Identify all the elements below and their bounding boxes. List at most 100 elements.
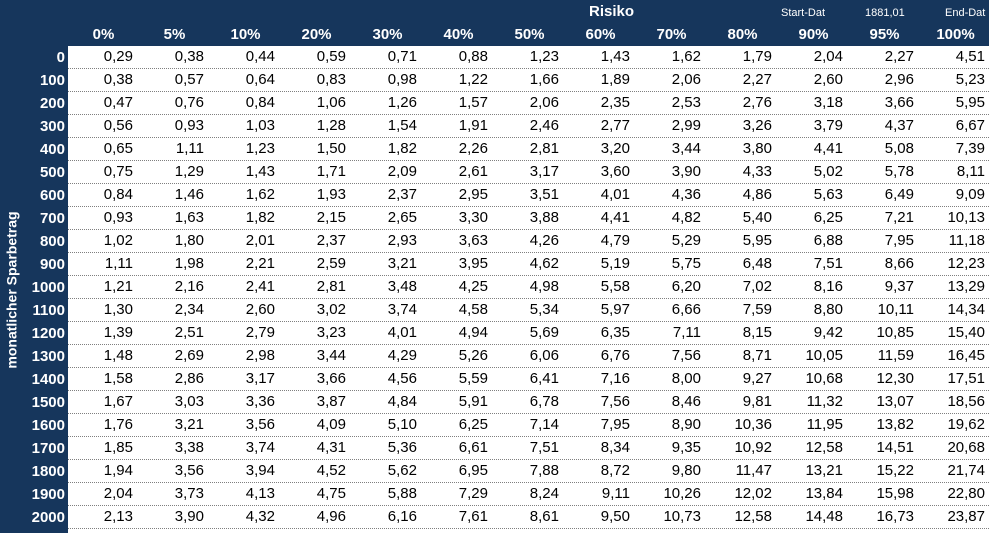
- table-cell[interactable]: 4,79: [600, 232, 630, 249]
- table-cell[interactable]: 4,58: [458, 301, 488, 318]
- row-header[interactable]: 200: [39, 95, 65, 112]
- table-cell[interactable]: 1,11: [175, 140, 204, 157]
- table-cell[interactable]: 4,26: [529, 232, 559, 249]
- row-header[interactable]: 1100: [32, 302, 65, 319]
- row-header[interactable]: 1200: [31, 325, 65, 342]
- table-cell[interactable]: 4,01: [387, 324, 417, 341]
- row-header[interactable]: 500: [39, 164, 65, 181]
- table-cell[interactable]: 14,48: [805, 508, 843, 525]
- table-cell[interactable]: 9,81: [742, 393, 772, 410]
- table-cell[interactable]: 8,66: [884, 255, 914, 272]
- table-cell[interactable]: 5,88: [387, 485, 417, 502]
- table-cell[interactable]: 3,66: [316, 370, 346, 387]
- table-cell[interactable]: 1,93: [316, 186, 346, 203]
- table-cell[interactable]: 9,11: [601, 485, 630, 502]
- table-cell[interactable]: 3,90: [174, 508, 204, 525]
- table-cell[interactable]: 10,13: [947, 209, 985, 226]
- table-cell[interactable]: 1,58: [103, 370, 133, 387]
- table-cell[interactable]: 6,41: [529, 370, 559, 387]
- table-cell[interactable]: 1,62: [671, 48, 701, 65]
- row-header[interactable]: 1800: [31, 463, 65, 480]
- table-cell[interactable]: 7,56: [671, 347, 701, 364]
- table-cell[interactable]: 0,56: [103, 117, 133, 134]
- table-cell[interactable]: 3,80: [742, 140, 772, 157]
- table-cell[interactable]: 17,51: [947, 370, 985, 387]
- table-cell[interactable]: 0,93: [174, 117, 204, 134]
- table-cell[interactable]: 1,57: [458, 94, 488, 111]
- table-cell[interactable]: 7,59: [742, 301, 772, 318]
- table-cell[interactable]: 3,21: [387, 255, 417, 272]
- table-cell[interactable]: 3,73: [174, 485, 204, 502]
- table-cell[interactable]: 2,86: [174, 370, 204, 387]
- table-cell[interactable]: 2,46: [529, 117, 559, 134]
- table-cell[interactable]: 2,27: [742, 71, 772, 88]
- table-cell[interactable]: 5,19: [600, 255, 630, 272]
- table-cell[interactable]: 1,66: [529, 71, 559, 88]
- table-cell[interactable]: 10,36: [734, 416, 772, 433]
- table-cell[interactable]: 5,36: [387, 439, 417, 456]
- table-cell[interactable]: 13,82: [876, 416, 914, 433]
- table-cell[interactable]: 5,91: [458, 393, 488, 410]
- table-cell[interactable]: 6,20: [671, 278, 701, 295]
- table-cell[interactable]: 6,61: [458, 439, 488, 456]
- table-cell[interactable]: 11,59: [877, 347, 914, 364]
- table-cell[interactable]: 9,37: [884, 278, 914, 295]
- table-cell[interactable]: 2,95: [458, 186, 488, 203]
- column-header[interactable]: 100%: [936, 26, 975, 43]
- table-cell[interactable]: 2,53: [671, 94, 701, 111]
- table-cell[interactable]: 2,99: [671, 117, 701, 134]
- table-cell[interactable]: 2,16: [174, 278, 204, 295]
- row-header[interactable]: 300: [39, 118, 65, 135]
- table-cell[interactable]: 12,23: [947, 255, 985, 272]
- table-cell[interactable]: 5,10: [387, 416, 417, 433]
- table-cell[interactable]: 1,54: [387, 117, 417, 134]
- table-cell[interactable]: 7,29: [458, 485, 488, 502]
- table-cell[interactable]: 2,35: [600, 94, 630, 111]
- table-cell[interactable]: 8,24: [529, 485, 559, 502]
- column-header[interactable]: 80%: [727, 26, 758, 43]
- table-cell[interactable]: 2,21: [245, 255, 275, 272]
- table-cell[interactable]: 2,79: [245, 324, 275, 341]
- column-header[interactable]: 60%: [585, 26, 616, 43]
- table-cell[interactable]: 3,56: [245, 416, 275, 433]
- table-cell[interactable]: 0,75: [103, 163, 133, 180]
- table-cell[interactable]: 2,26: [458, 140, 488, 157]
- column-header[interactable]: 10%: [230, 26, 261, 43]
- table-cell[interactable]: 3,74: [387, 301, 417, 318]
- table-cell[interactable]: 10,73: [663, 508, 701, 525]
- table-cell[interactable]: 4,56: [387, 370, 417, 387]
- table-cell[interactable]: 2,09: [387, 163, 417, 180]
- table-cell[interactable]: 2,41: [245, 278, 275, 295]
- table-cell[interactable]: 9,27: [742, 370, 772, 387]
- table-cell[interactable]: 0,44: [245, 48, 275, 65]
- table-cell[interactable]: 1,03: [245, 117, 275, 134]
- table-cell[interactable]: 3,36: [245, 393, 275, 410]
- table-cell[interactable]: 9,80: [671, 462, 701, 479]
- table-cell[interactable]: 1,21: [103, 278, 133, 295]
- table-cell[interactable]: 10,11: [877, 301, 914, 318]
- table-cell[interactable]: 4,82: [671, 209, 701, 226]
- table-cell[interactable]: 2,27: [884, 48, 914, 65]
- table-cell[interactable]: 3,21: [174, 416, 204, 433]
- table-cell[interactable]: 3,63: [458, 232, 488, 249]
- table-cell[interactable]: 0,47: [103, 94, 133, 111]
- table-cell[interactable]: 10,85: [876, 324, 914, 341]
- table-cell[interactable]: 4,84: [387, 393, 417, 410]
- table-cell[interactable]: 0,84: [245, 94, 275, 111]
- row-header[interactable]: 1600: [31, 417, 65, 434]
- table-cell[interactable]: 0,38: [103, 71, 133, 88]
- table-cell[interactable]: 6,66: [671, 301, 701, 318]
- table-cell[interactable]: 0,71: [387, 48, 417, 65]
- table-cell[interactable]: 3,56: [174, 462, 204, 479]
- table-cell[interactable]: 5,26: [458, 347, 488, 364]
- table-cell[interactable]: 4,09: [316, 416, 346, 433]
- table-cell[interactable]: 13,21: [805, 462, 843, 479]
- row-header[interactable]: 1400: [31, 371, 65, 388]
- table-cell[interactable]: 3,51: [529, 186, 559, 203]
- table-cell[interactable]: 2,60: [813, 71, 843, 88]
- table-cell[interactable]: 3,90: [671, 163, 701, 180]
- table-cell[interactable]: 4,37: [884, 117, 914, 134]
- table-cell[interactable]: 13,84: [805, 485, 843, 502]
- table-cell[interactable]: 10,92: [734, 439, 772, 456]
- table-cell[interactable]: 3,87: [316, 393, 346, 410]
